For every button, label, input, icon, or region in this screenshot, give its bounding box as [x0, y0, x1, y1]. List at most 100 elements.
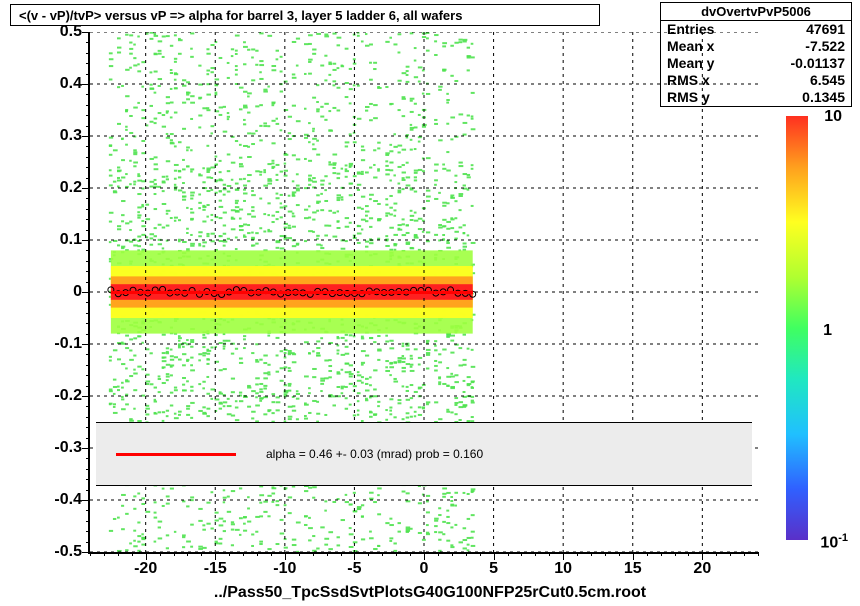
x-minor-tick	[382, 552, 383, 556]
x-minor-tick	[438, 552, 439, 556]
y-minor-tick	[86, 365, 90, 366]
x-tick-label: -15	[204, 560, 227, 578]
y-minor-tick	[86, 63, 90, 64]
x-minor-tick	[424, 552, 425, 556]
stat-value: 0.1345	[802, 89, 845, 106]
x-minor-tick	[341, 552, 342, 556]
legend-text: alpha = 0.46 +- 0.03 (mrad) prob = 0.160	[266, 447, 483, 461]
x-minor-tick	[368, 552, 369, 556]
plot-title: <(v - vP)/tvP> versus vP => alpha for ba…	[10, 4, 600, 26]
stat-value: 6.545	[810, 72, 845, 89]
colorbar-gradient	[786, 116, 808, 540]
x-minor-tick	[508, 552, 509, 556]
y-minor-tick	[86, 292, 90, 293]
y-minor-tick	[86, 53, 90, 54]
x-minor-tick	[410, 552, 411, 556]
x-minor-tick	[257, 552, 258, 556]
footer-filename: ../Pass50_TpcSsdSvtPlotsG40G100NFP25rCut…	[214, 584, 646, 602]
y-tick-label: 0.2	[40, 179, 82, 197]
y-minor-tick	[86, 271, 90, 272]
y-minor-tick	[86, 375, 90, 376]
y-minor-tick	[86, 146, 90, 147]
y-minor-tick	[86, 157, 90, 158]
y-minor-tick	[86, 105, 90, 106]
y-minor-tick	[86, 42, 90, 43]
x-tick-label: 5	[489, 560, 498, 578]
y-minor-tick	[86, 406, 90, 407]
x-minor-tick	[577, 552, 578, 556]
x-minor-tick	[521, 552, 522, 556]
x-minor-tick	[104, 552, 105, 556]
x-tick-label: 15	[624, 560, 642, 578]
y-minor-tick	[86, 521, 90, 522]
x-tick-label: -5	[347, 560, 361, 578]
y-minor-tick	[86, 344, 90, 345]
y-minor-tick	[86, 417, 90, 418]
x-minor-tick	[758, 552, 759, 556]
x-minor-tick	[215, 552, 216, 556]
x-minor-tick	[354, 552, 355, 556]
x-minor-tick	[285, 552, 286, 556]
colorbar-label-top: 10	[824, 108, 842, 126]
legend-box: alpha = 0.46 +- 0.03 (mrad) prob = 0.160	[96, 422, 752, 486]
y-minor-tick	[86, 438, 90, 439]
y-tick-label: -0.4	[40, 491, 82, 509]
x-minor-tick	[466, 552, 467, 556]
x-minor-tick	[452, 552, 453, 556]
x-minor-tick	[619, 552, 620, 556]
x-minor-tick	[730, 552, 731, 556]
x-minor-tick	[160, 552, 161, 556]
x-minor-tick	[174, 552, 175, 556]
y-minor-tick	[86, 396, 90, 397]
x-tick-label: 0	[420, 560, 429, 578]
stats-histogram-name: dvOvertvPvP5006	[661, 3, 851, 21]
colorbar	[786, 116, 808, 540]
x-tick-label: -10	[273, 560, 296, 578]
y-minor-tick	[86, 386, 90, 387]
y-minor-tick	[86, 531, 90, 532]
y-minor-tick	[86, 74, 90, 75]
y-tick-label: -0.2	[40, 387, 82, 405]
y-minor-tick	[86, 552, 90, 553]
x-minor-tick	[744, 552, 745, 556]
x-minor-tick	[535, 552, 536, 556]
x-minor-tick	[146, 552, 147, 556]
x-minor-tick	[132, 552, 133, 556]
y-minor-tick	[86, 500, 90, 501]
y-minor-tick	[86, 32, 90, 33]
y-tick-label: 0	[40, 283, 82, 301]
y-tick-label: -0.3	[40, 439, 82, 457]
y-minor-tick	[86, 219, 90, 220]
y-tick-label: -0.5	[40, 543, 82, 561]
y-minor-tick	[86, 354, 90, 355]
y-minor-tick	[86, 542, 90, 543]
y-minor-tick	[86, 84, 90, 85]
y-minor-tick	[86, 250, 90, 251]
stat-value: -7.522	[805, 38, 845, 55]
x-minor-tick	[494, 552, 495, 556]
y-minor-tick	[86, 469, 90, 470]
y-tick-label: 0.5	[40, 23, 82, 41]
x-minor-tick	[675, 552, 676, 556]
x-minor-tick	[605, 552, 606, 556]
x-minor-tick	[229, 552, 230, 556]
x-minor-tick	[480, 552, 481, 556]
colorbar-label-mid: 1	[823, 322, 832, 340]
x-tick-label: 20	[693, 560, 711, 578]
y-minor-tick	[86, 479, 90, 480]
stat-value: -0.01137	[791, 55, 846, 72]
y-minor-tick	[86, 230, 90, 231]
y-minor-tick	[86, 198, 90, 199]
x-minor-tick	[299, 552, 300, 556]
y-minor-tick	[86, 188, 90, 189]
y-minor-tick	[86, 510, 90, 511]
x-minor-tick	[271, 552, 272, 556]
x-minor-tick	[549, 552, 550, 556]
y-tick-label: -0.1	[40, 335, 82, 353]
x-tick-label: -20	[134, 560, 157, 578]
y-tick-label: 0.1	[40, 231, 82, 249]
x-minor-tick	[90, 552, 91, 556]
y-minor-tick	[86, 302, 90, 303]
x-minor-tick	[633, 552, 634, 556]
y-minor-tick	[86, 448, 90, 449]
